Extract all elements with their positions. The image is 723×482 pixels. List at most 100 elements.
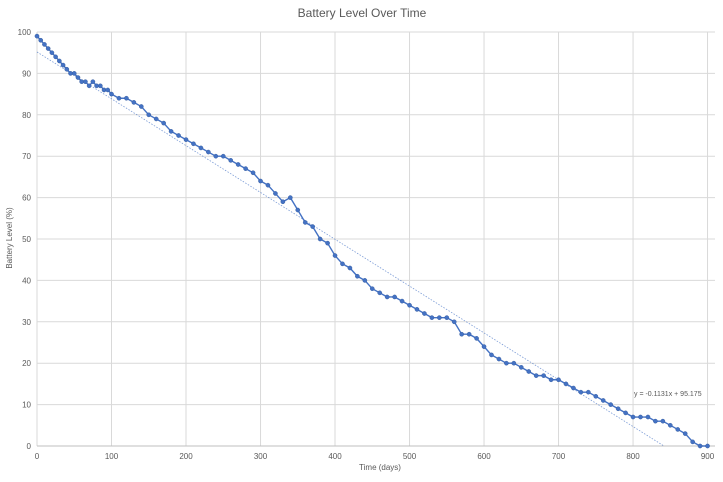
data-point (362, 278, 368, 283)
y-tick-label: 10 (22, 401, 31, 410)
data-point (86, 83, 92, 89)
data-point (533, 373, 539, 378)
x-axis-title: Time (days) (359, 463, 401, 472)
battery-series-line (36, 35, 708, 447)
y-tick-label: 90 (22, 69, 31, 78)
data-point (38, 37, 44, 43)
points-layer (34, 33, 710, 449)
data-point (675, 427, 681, 432)
data-point (176, 133, 181, 138)
data-point (340, 261, 345, 267)
data-point (288, 195, 293, 200)
axis-layer: 0 10 20 30 40 50 60 70 80 90 100 0 100 200 300 400 500 60… (18, 28, 715, 461)
data-point (90, 79, 96, 84)
x-tick-label: 200 (179, 452, 193, 461)
data-point (280, 199, 286, 205)
data-point (57, 58, 62, 64)
grid-layer (36, 31, 715, 447)
data-point (638, 414, 643, 420)
data-point (682, 431, 688, 436)
data-point (444, 315, 450, 320)
x-tick-label: 600 (477, 452, 491, 461)
data-point (422, 311, 427, 316)
data-point (526, 369, 532, 374)
chart-title: Battery Level Over Time (298, 6, 427, 20)
data-point (49, 50, 55, 56)
data-point (563, 381, 569, 387)
data-point (630, 414, 636, 420)
data-point (265, 182, 271, 188)
data-point (53, 54, 58, 60)
y-tick-label: 70 (22, 152, 31, 161)
data-point (556, 377, 561, 383)
data-point (451, 319, 457, 325)
x-tick-label: 100 (105, 452, 119, 461)
data-point (34, 33, 40, 39)
data-point (355, 273, 360, 279)
data-point (474, 336, 479, 341)
data-point (139, 104, 144, 109)
data-point (83, 79, 88, 84)
data-point (75, 75, 81, 80)
data-point (243, 166, 248, 171)
data-point (302, 220, 308, 225)
data-point (369, 286, 375, 291)
data-point (45, 46, 51, 51)
x-tick-label: 800 (626, 452, 640, 461)
data-point (504, 360, 509, 366)
data-point (653, 418, 658, 424)
data-point (295, 207, 301, 213)
y-tick-label: 30 (22, 318, 31, 327)
data-point (429, 315, 435, 320)
data-point (518, 365, 524, 370)
trendline-layer (36, 51, 665, 447)
data-point (414, 307, 420, 312)
y-tick-label: 80 (22, 111, 31, 120)
data-point (213, 153, 219, 159)
data-point (377, 290, 383, 296)
data-point (347, 265, 353, 271)
data-point (548, 377, 554, 383)
data-point (98, 83, 103, 89)
data-point (496, 356, 502, 362)
data-point (392, 294, 397, 300)
data-point (593, 394, 599, 399)
data-point (399, 298, 405, 304)
data-point (437, 315, 442, 320)
data-point (325, 240, 330, 246)
data-point (71, 71, 77, 76)
y-tick-label: 20 (22, 359, 31, 368)
data-point (317, 236, 323, 242)
data-point (258, 178, 263, 184)
data-point (623, 410, 628, 416)
data-point (131, 100, 137, 105)
data-point (220, 153, 226, 159)
data-point (586, 389, 591, 395)
data-point (168, 129, 174, 134)
data-point (511, 360, 517, 366)
data-point (310, 224, 315, 229)
y-axis-title: Battery Level (%) (5, 207, 14, 269)
x-tick-label: 300 (254, 452, 268, 461)
data-point (541, 373, 546, 378)
data-point (481, 344, 487, 349)
data-point (183, 137, 189, 142)
data-point (42, 42, 47, 47)
y-tick-label: 50 (22, 235, 31, 244)
data-point (407, 302, 412, 308)
data-point (250, 170, 256, 176)
series-layer (36, 35, 708, 447)
data-point (191, 141, 196, 147)
data-point (697, 443, 703, 449)
x-tick-label: 700 (552, 452, 566, 461)
data-point (466, 331, 472, 337)
linear-trendline (36, 51, 665, 447)
data-point (705, 443, 710, 449)
data-point (206, 149, 211, 155)
data-point (161, 120, 166, 126)
data-point (146, 112, 152, 118)
data-point (235, 162, 241, 167)
data-point (384, 294, 390, 300)
y-tick-label: 0 (27, 442, 32, 451)
